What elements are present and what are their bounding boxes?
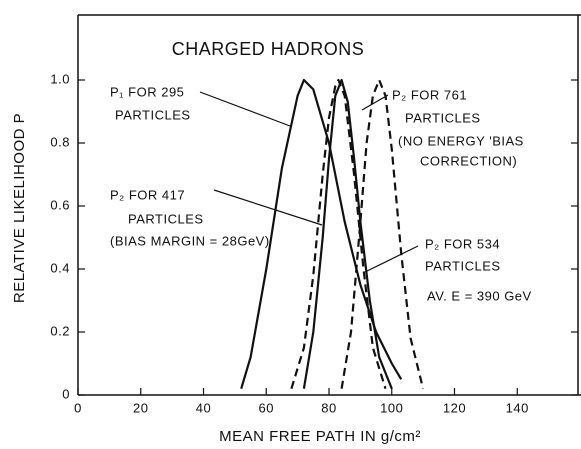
y-tick-label: 0.8 bbox=[50, 134, 70, 149]
annotation: P₂ FOR 534 bbox=[425, 236, 500, 251]
series-line bbox=[290, 78, 387, 390]
annotation: (NO ENERGY 'BIAS bbox=[398, 133, 524, 148]
arrow bbox=[361, 94, 389, 111]
x-tick-label: 0 bbox=[74, 400, 82, 415]
y-tick-label: 0.6 bbox=[50, 197, 70, 212]
y-tick-label: 0 bbox=[62, 386, 70, 401]
annotation: P₁ FOR 295 bbox=[110, 84, 184, 99]
x-tick-label: 40 bbox=[196, 400, 211, 415]
arrow bbox=[364, 245, 419, 273]
arrow bbox=[213, 189, 323, 226]
chart-title: CHARGED HADRONS bbox=[172, 39, 365, 59]
annotation: PARTICLES bbox=[425, 258, 501, 273]
series-line bbox=[340, 78, 425, 389]
annotation: PARTICLES bbox=[128, 211, 204, 226]
annotation: (BIAS MARGIN = 28GeV) bbox=[110, 233, 270, 248]
y-tick-label: 0.2 bbox=[50, 323, 70, 338]
x-tick-label: 20 bbox=[133, 400, 148, 415]
x-tick-label: 80 bbox=[321, 400, 336, 415]
x-tick-label: 100 bbox=[380, 400, 403, 415]
y-tick-label: 1.0 bbox=[50, 71, 70, 86]
y-axis-label: RELATIVE LIKELIHOOD P bbox=[11, 113, 28, 303]
series-line bbox=[302, 78, 393, 390]
annotation: AV. E = 390 GeV bbox=[427, 288, 532, 303]
annotation: P₂ FOR 417 bbox=[110, 187, 185, 202]
arrow bbox=[199, 91, 291, 127]
x-tick-label: 120 bbox=[443, 400, 466, 415]
x-tick-label: 140 bbox=[506, 400, 529, 415]
annotation-arrows bbox=[199, 91, 419, 273]
x-tick-label: 60 bbox=[259, 400, 274, 415]
x-axis-label: MEAN FREE PATH IN g/cm² bbox=[219, 428, 421, 445]
y-tick-label: 0.4 bbox=[50, 260, 70, 275]
annotation: PARTICLES bbox=[405, 110, 481, 125]
annotation: CORRECTION) bbox=[420, 153, 517, 168]
annotation: PARTICLES bbox=[115, 107, 191, 122]
annotation: P₂ FOR 761 bbox=[392, 87, 467, 102]
